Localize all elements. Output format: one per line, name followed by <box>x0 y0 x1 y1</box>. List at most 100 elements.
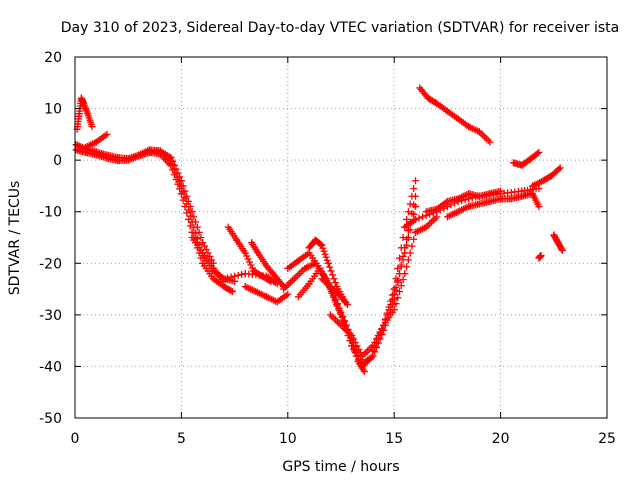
data-point <box>497 187 505 195</box>
data-point <box>333 300 341 308</box>
data-point <box>406 200 414 208</box>
data-point <box>535 203 543 211</box>
chart-title: Day 310 of 2023, Sidereal Day-to-day VTE… <box>61 20 619 36</box>
data-point <box>419 213 427 221</box>
data-point <box>404 208 412 216</box>
data-point <box>558 246 566 254</box>
data-point <box>558 245 566 253</box>
data-point <box>238 270 246 278</box>
data-point <box>410 235 418 243</box>
x-axis-title: GPS time / hours <box>282 459 399 475</box>
data-point <box>170 161 178 169</box>
data-point <box>179 196 187 204</box>
data-point <box>533 150 541 158</box>
data-point <box>403 263 411 271</box>
series-arc-o <box>318 275 351 309</box>
data-point <box>183 192 191 200</box>
series-arc-v <box>443 190 543 221</box>
data-point <box>371 343 379 351</box>
y-tick-label: 20 <box>44 50 62 66</box>
series-arc-y <box>529 164 564 190</box>
data-point <box>193 223 201 231</box>
data-point <box>321 250 329 258</box>
series-arc-x <box>509 148 543 169</box>
data-point <box>396 254 404 262</box>
data-point <box>394 294 402 302</box>
data-point <box>535 185 543 193</box>
data-point <box>399 276 407 284</box>
y-tick-label: -20 <box>39 256 62 272</box>
series-arc-u <box>422 187 505 216</box>
data-point <box>318 241 326 249</box>
data-point <box>396 288 404 296</box>
data-point <box>401 270 409 278</box>
y-tick-label: -40 <box>39 359 62 375</box>
data-point <box>392 283 400 291</box>
data-point <box>186 222 194 230</box>
data-point <box>343 301 351 309</box>
data-point <box>169 166 177 174</box>
data-point <box>390 306 398 314</box>
data-point <box>319 244 327 252</box>
data-point <box>555 165 563 173</box>
data-point <box>372 338 380 346</box>
x-tick-label: 25 <box>598 431 616 447</box>
data-point <box>244 255 252 263</box>
series-arc-d <box>188 234 228 285</box>
data-point <box>403 241 411 249</box>
data-point <box>177 190 185 198</box>
data-point <box>322 253 330 261</box>
data-point <box>323 256 331 264</box>
data-point <box>335 304 343 312</box>
data-point <box>224 274 232 282</box>
data-points <box>72 84 566 376</box>
series-arc-f <box>82 130 111 151</box>
data-point <box>176 185 184 193</box>
data-point <box>188 208 196 216</box>
data-point <box>167 154 175 162</box>
data-point <box>179 182 187 190</box>
data-point <box>183 209 191 217</box>
data-point <box>556 164 564 172</box>
data-point <box>88 123 96 131</box>
data-point <box>247 261 255 269</box>
series-arc-z <box>550 231 566 254</box>
data-point <box>243 252 251 260</box>
data-point <box>320 247 328 255</box>
x-tick-label: 0 <box>71 431 80 447</box>
data-point <box>317 240 325 248</box>
data-point <box>392 300 400 308</box>
y-tick-label: -10 <box>39 205 62 221</box>
data-point <box>411 215 419 223</box>
data-point <box>387 301 395 309</box>
data-point <box>181 187 189 195</box>
x-tick-label: 20 <box>492 431 510 447</box>
x-tick-label: 15 <box>385 431 403 447</box>
series-arc-s <box>380 213 441 329</box>
data-point <box>176 173 184 181</box>
data-point <box>486 138 494 146</box>
data-point <box>410 210 418 218</box>
data-point <box>403 215 411 223</box>
data-point <box>186 203 194 211</box>
y-tick-label: 0 <box>53 153 62 169</box>
data-point <box>360 368 368 376</box>
series-arc-w <box>416 84 494 146</box>
data-point <box>330 275 338 283</box>
data-point <box>404 234 412 241</box>
data-point <box>192 229 200 237</box>
series-arc-c <box>145 147 217 267</box>
y-axis-title: SDTVAR / TECUs <box>7 181 23 296</box>
data-point <box>406 226 414 234</box>
data-point <box>228 288 236 296</box>
y-tick-label: 10 <box>44 102 62 118</box>
x-tick-label: 10 <box>279 431 297 447</box>
data-point <box>408 242 416 250</box>
series-arc-h <box>220 270 281 288</box>
series-arc-e <box>73 94 96 133</box>
data-point <box>331 279 339 287</box>
x-tick-label: 5 <box>177 431 186 447</box>
data-point <box>231 272 239 280</box>
